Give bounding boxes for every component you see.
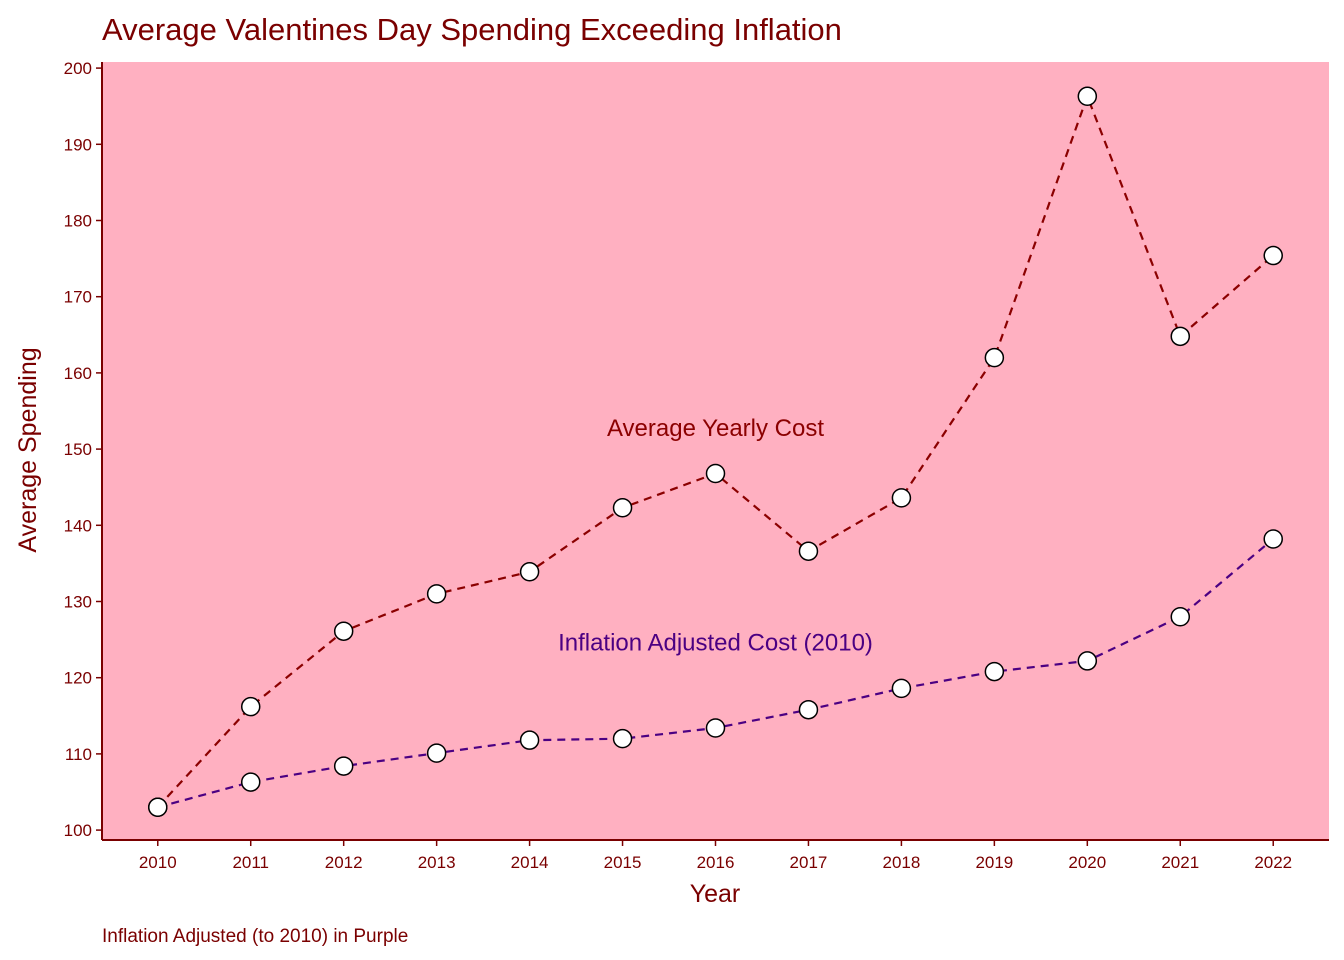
- data-point: [984, 347, 1005, 368]
- data-point: [798, 699, 819, 720]
- x-tick-label: 2022: [1254, 853, 1292, 872]
- data-point: [426, 584, 447, 604]
- y-tick-label: 200: [64, 59, 92, 78]
- data-point: [891, 488, 912, 508]
- y-tick-label: 170: [64, 288, 92, 307]
- data-point: [519, 562, 540, 582]
- y-tick-label: 180: [64, 211, 92, 230]
- x-tick-label: 2021: [1161, 853, 1199, 872]
- y-tick-label: 110: [65, 745, 92, 764]
- y-tick-label: 150: [64, 440, 92, 459]
- plot-panel: [102, 62, 1329, 840]
- data-point: [612, 498, 633, 518]
- data-point: [240, 696, 261, 717]
- data-point: [1170, 326, 1191, 347]
- data-point: [798, 541, 819, 561]
- data-point: [705, 718, 726, 738]
- x-axis-title: Year: [690, 880, 741, 908]
- data-point: [1170, 606, 1191, 627]
- annotation-label: Average Yearly Cost: [607, 415, 824, 442]
- x-tick-label: 2020: [1068, 853, 1106, 872]
- data-point: [426, 743, 447, 763]
- data-point: [984, 661, 1005, 682]
- y-tick-label: 140: [64, 516, 92, 535]
- data-point: [333, 756, 354, 776]
- x-tick-label: 2013: [418, 853, 456, 872]
- x-tick-label: 2012: [325, 853, 363, 872]
- y-tick-label: 120: [64, 669, 92, 688]
- y-axis: 100 110 120 130 140 150 160 170 180 190 200: [64, 59, 102, 840]
- data-point: [705, 463, 726, 484]
- y-axis-title: Average Spending: [14, 347, 42, 552]
- x-tick-label: 2011: [232, 853, 269, 872]
- x-tick-label: 2019: [975, 853, 1013, 872]
- x-tick-label: 2014: [511, 853, 549, 872]
- chart-caption: Inflation Adjusted (to 2010) in Purple: [102, 926, 408, 947]
- data-point: [333, 621, 354, 641]
- y-tick-label: 190: [64, 135, 92, 154]
- data-point: [1077, 86, 1098, 107]
- x-tick-label: 2018: [882, 853, 920, 872]
- annotation-layer: Average Yearly Cost Inflation Adjusted Co…: [558, 415, 873, 656]
- x-tick-label: 2015: [604, 853, 642, 872]
- series-layer: [148, 86, 1283, 817]
- y-tick-label: 100: [64, 821, 92, 840]
- chart-title: Average Valentines Day Spending Exceedin…: [102, 12, 842, 47]
- y-tick-label: 130: [64, 592, 92, 611]
- y-tick-label: 160: [64, 364, 92, 383]
- data-point: [612, 728, 633, 749]
- x-tick-label: 2010: [139, 853, 177, 872]
- data-point: [1263, 245, 1283, 266]
- x-tick-label: 2017: [790, 853, 828, 872]
- x-axis: 2010 2011 2012 2013 2014 2015 2016 2017 2018 2019…: [139, 840, 1292, 872]
- annotation-label: Inflation Adjusted Cost (2010): [558, 629, 873, 656]
- data-point: [1263, 529, 1283, 549]
- data-point: [891, 678, 912, 699]
- data-point: [1077, 651, 1098, 671]
- data-point: [519, 730, 540, 750]
- x-tick-label: 2016: [697, 853, 735, 872]
- data-point: [240, 772, 261, 792]
- data-point: [148, 797, 168, 817]
